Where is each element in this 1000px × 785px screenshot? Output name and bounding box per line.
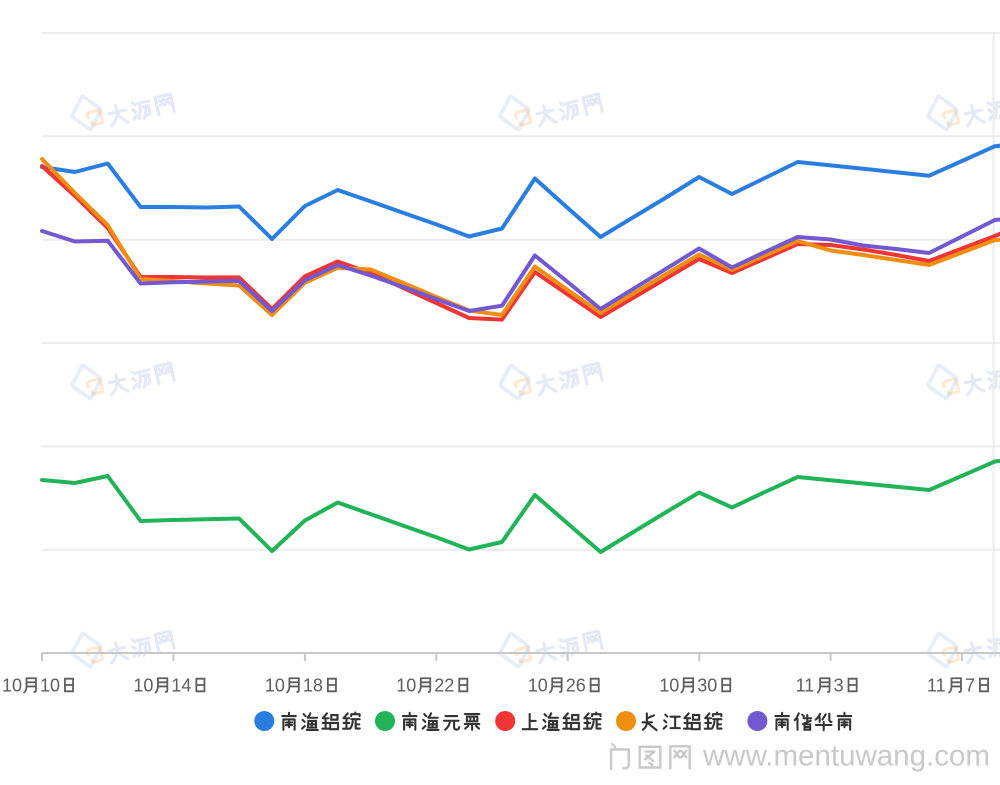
svg-text:10: 10	[396, 676, 416, 696]
svg-text:10: 10	[2, 676, 22, 696]
svg-text:30: 30	[697, 676, 717, 696]
svg-text:10: 10	[40, 676, 60, 696]
svg-text:14: 14	[171, 676, 191, 696]
svg-text:10: 10	[528, 676, 548, 696]
svg-text:22: 22	[434, 676, 454, 696]
svg-text:26: 26	[566, 676, 586, 696]
svg-text:11: 11	[796, 676, 815, 696]
svg-text:18: 18	[303, 676, 323, 696]
svg-text:10: 10	[265, 676, 285, 696]
svg-text:www.mentuwang.com: www.mentuwang.com	[702, 740, 990, 773]
svg-text:7: 7	[965, 676, 975, 696]
svg-text:3: 3	[834, 676, 844, 696]
svg-text:10: 10	[659, 676, 679, 696]
svg-text:10: 10	[133, 676, 153, 696]
svg-text:11: 11	[927, 676, 946, 696]
